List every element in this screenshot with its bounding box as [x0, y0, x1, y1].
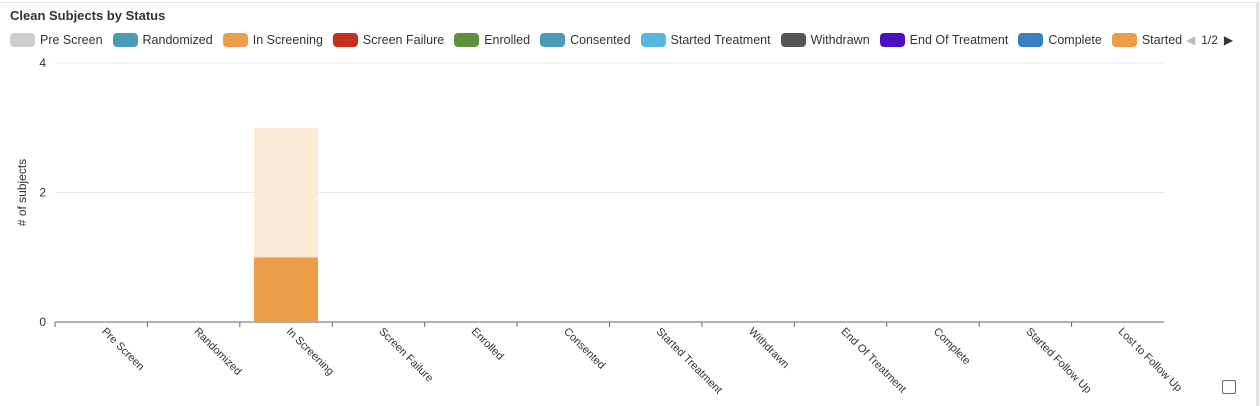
- y-tick-label: 2: [39, 186, 46, 200]
- legend-pager: ◀ 1/2 ▶: [1186, 33, 1233, 47]
- x-tick-label: Started Treatment: [654, 326, 725, 397]
- legend-label: Withdrawn: [810, 33, 870, 47]
- x-tick-label: In Screening: [284, 326, 336, 378]
- x-tick-label: Complete: [931, 326, 973, 368]
- legend-swatch: [10, 33, 35, 47]
- legend-swatch: [1018, 33, 1044, 47]
- x-tick-label: Lost to Follow Up: [1116, 326, 1185, 395]
- chart-title: Clean Subjects by Status: [10, 8, 166, 23]
- y-tick-label: 0: [39, 315, 46, 329]
- x-tick-label: Randomized: [192, 326, 244, 378]
- x-tick-label: Started Follow Up: [1023, 326, 1093, 396]
- fullscreen-icon[interactable]: [1222, 380, 1236, 394]
- legend-label: Consented: [570, 33, 631, 47]
- legend-swatch: [780, 33, 806, 47]
- legend-label: Screen Failure: [362, 33, 445, 47]
- x-tick-label: Enrolled: [469, 326, 506, 363]
- legend-swatch: [112, 33, 138, 47]
- triangle-right-icon[interactable]: ▶: [1223, 33, 1234, 47]
- legend-label: Complete: [1048, 33, 1102, 47]
- x-tick-label: Screen Failure: [376, 326, 435, 385]
- x-tick-label: Consented: [561, 326, 607, 372]
- legend: Pre Screen Randomized In Screening Screen F…: [10, 33, 1185, 47]
- legend-item[interactable]: Started Follow Up: [1111, 33, 1185, 47]
- legend-label: Enrolled: [484, 33, 531, 47]
- y-axis-label: # of subjects: [15, 159, 29, 226]
- legend-item[interactable]: Consented: [540, 33, 631, 47]
- legend-swatch: [222, 33, 248, 47]
- legend-label: Randomized: [142, 33, 213, 47]
- x-tick-label: Withdrawn: [746, 326, 791, 371]
- legend-swatch: [332, 33, 358, 47]
- legend-swatch: [540, 33, 566, 47]
- legend-swatch: [879, 33, 905, 47]
- legend-page-indicator: 1/2: [1201, 33, 1218, 47]
- legend-item[interactable]: Enrolled: [454, 33, 530, 47]
- legend-label: Started Treatment: [670, 33, 771, 47]
- legend-label: End Of Treatment: [909, 33, 1009, 47]
- legend-item[interactable]: Withdrawn: [780, 33, 870, 47]
- triangle-left-icon[interactable]: ◀: [1186, 33, 1196, 47]
- legend-item[interactable]: Started Treatment: [640, 33, 771, 47]
- bar-segment: [254, 127, 319, 258]
- legend-swatch: [454, 33, 480, 47]
- legend-item[interactable]: Randomized: [112, 33, 213, 47]
- legend-label: Pre Screen: [40, 33, 103, 47]
- legend-item[interactable]: Pre Screen: [10, 33, 103, 47]
- legend-item[interactable]: Complete: [1018, 33, 1102, 47]
- x-tick-label: End Of Treatment: [838, 326, 908, 396]
- bar-segment: [254, 257, 319, 322]
- legend-label: Started Follow Up: [1141, 33, 1185, 47]
- legend-item[interactable]: Screen Failure: [332, 33, 445, 47]
- legend-label: In Screening: [252, 33, 323, 47]
- legend-item[interactable]: In Screening: [222, 33, 323, 47]
- legend-swatch: [640, 33, 666, 47]
- x-tick-label: Pre Screen: [99, 326, 146, 373]
- legend-item[interactable]: End Of Treatment: [879, 33, 1009, 47]
- legend-swatch: [1111, 33, 1137, 47]
- y-tick-label: 4: [39, 56, 46, 70]
